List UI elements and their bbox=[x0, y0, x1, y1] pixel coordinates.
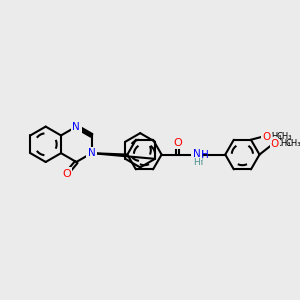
Text: N: N bbox=[88, 148, 95, 158]
Text: N: N bbox=[88, 148, 95, 158]
Text: H: H bbox=[196, 157, 204, 167]
Text: CH₃: CH₃ bbox=[267, 132, 282, 141]
Text: NH: NH bbox=[194, 150, 209, 161]
Text: CH₃: CH₃ bbox=[275, 139, 291, 148]
Text: H: H bbox=[193, 158, 200, 167]
Text: N: N bbox=[73, 122, 80, 132]
Text: CH₃: CH₃ bbox=[285, 139, 300, 148]
Text: O: O bbox=[262, 132, 271, 142]
Text: O: O bbox=[271, 139, 279, 149]
Text: N: N bbox=[73, 122, 80, 132]
Text: O: O bbox=[62, 169, 71, 179]
Text: O: O bbox=[62, 169, 71, 179]
Text: O: O bbox=[173, 138, 182, 148]
Text: O: O bbox=[173, 138, 182, 148]
Text: CH₃: CH₃ bbox=[277, 132, 292, 141]
Text: O: O bbox=[271, 139, 279, 149]
Text: O: O bbox=[262, 132, 271, 142]
Text: N: N bbox=[193, 149, 201, 159]
Text: N: N bbox=[196, 150, 204, 160]
